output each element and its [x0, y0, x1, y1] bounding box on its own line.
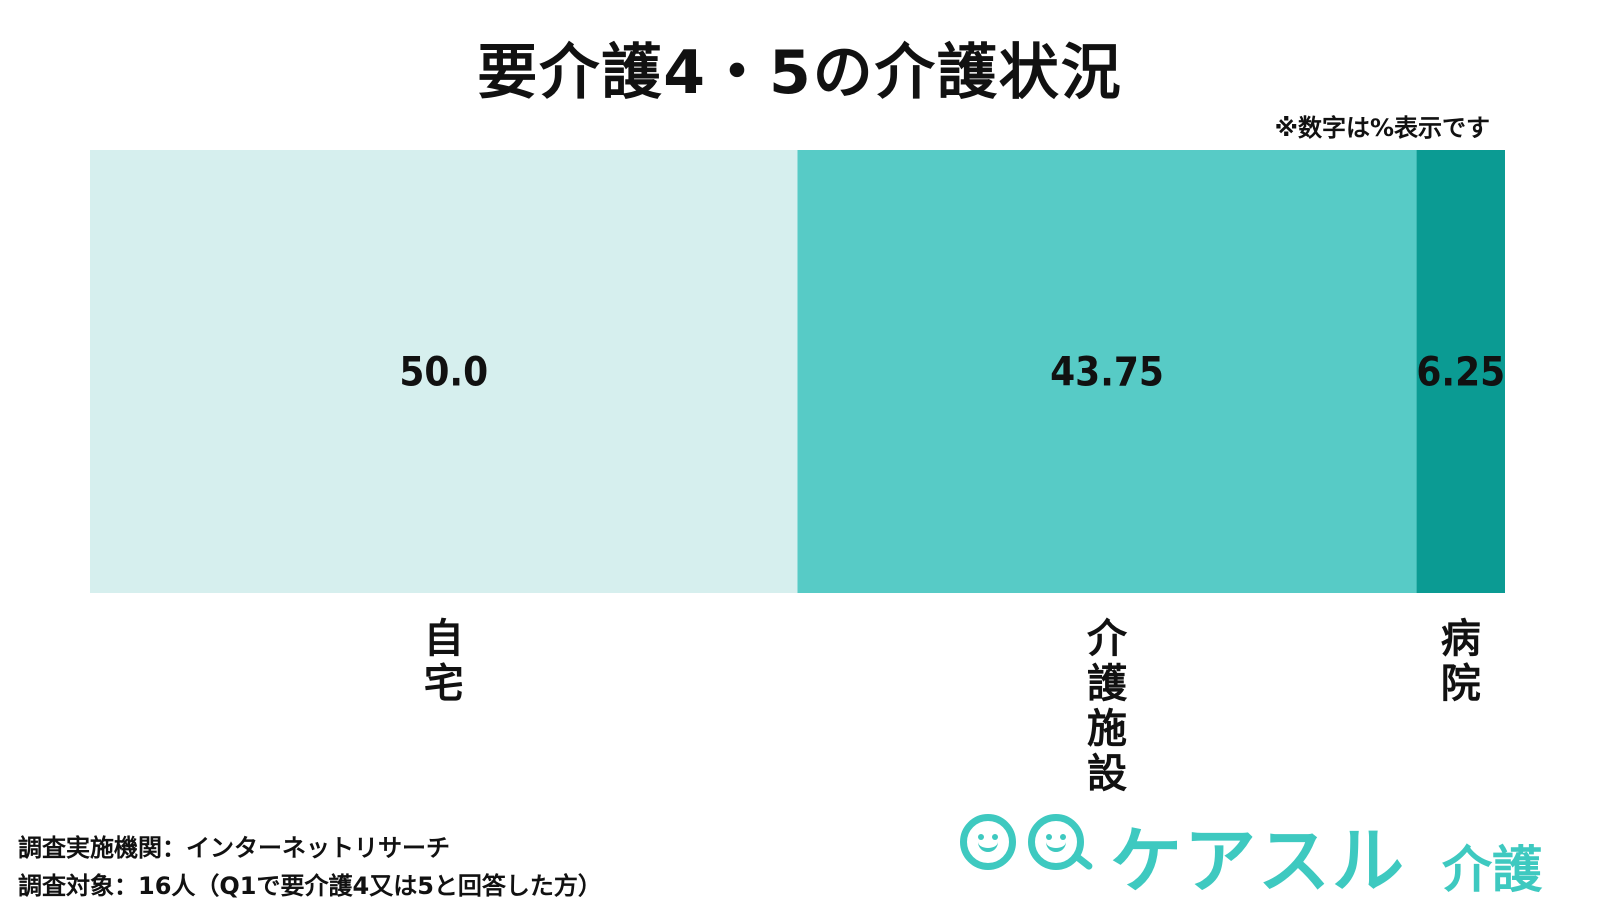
logo-text: ケアスル	[1110, 819, 1407, 900]
survey-agency: 調査実施機関：インターネットリサーチ	[18, 834, 450, 862]
category-label-2: 介護施設	[1087, 616, 1128, 797]
survey-target: 調査対象：16人（Q1で要介護4又は5と回答した方）	[18, 872, 602, 900]
bar-segment-3	[1416, 150, 1505, 593]
bar-segment-1	[90, 150, 798, 593]
brand-logo: ケアスル 介護	[960, 800, 1590, 900]
logo-subtext: 介護	[1442, 841, 1542, 899]
unit-note: ※数字は%表示です	[1274, 114, 1490, 142]
bar-segment-2	[797, 150, 1417, 593]
data-label-2: 43.75	[1050, 350, 1164, 396]
chart-title: 要介護4・5の介護状況	[477, 38, 1123, 108]
data-label-3: 6.25	[1416, 350, 1505, 396]
category-label-1: 自宅	[424, 616, 464, 707]
data-label-1: 50.0	[399, 350, 488, 396]
smiley-face-icon	[960, 814, 1016, 870]
category-label-3: 病院	[1441, 616, 1481, 707]
smiley-face-icon	[1028, 814, 1084, 870]
